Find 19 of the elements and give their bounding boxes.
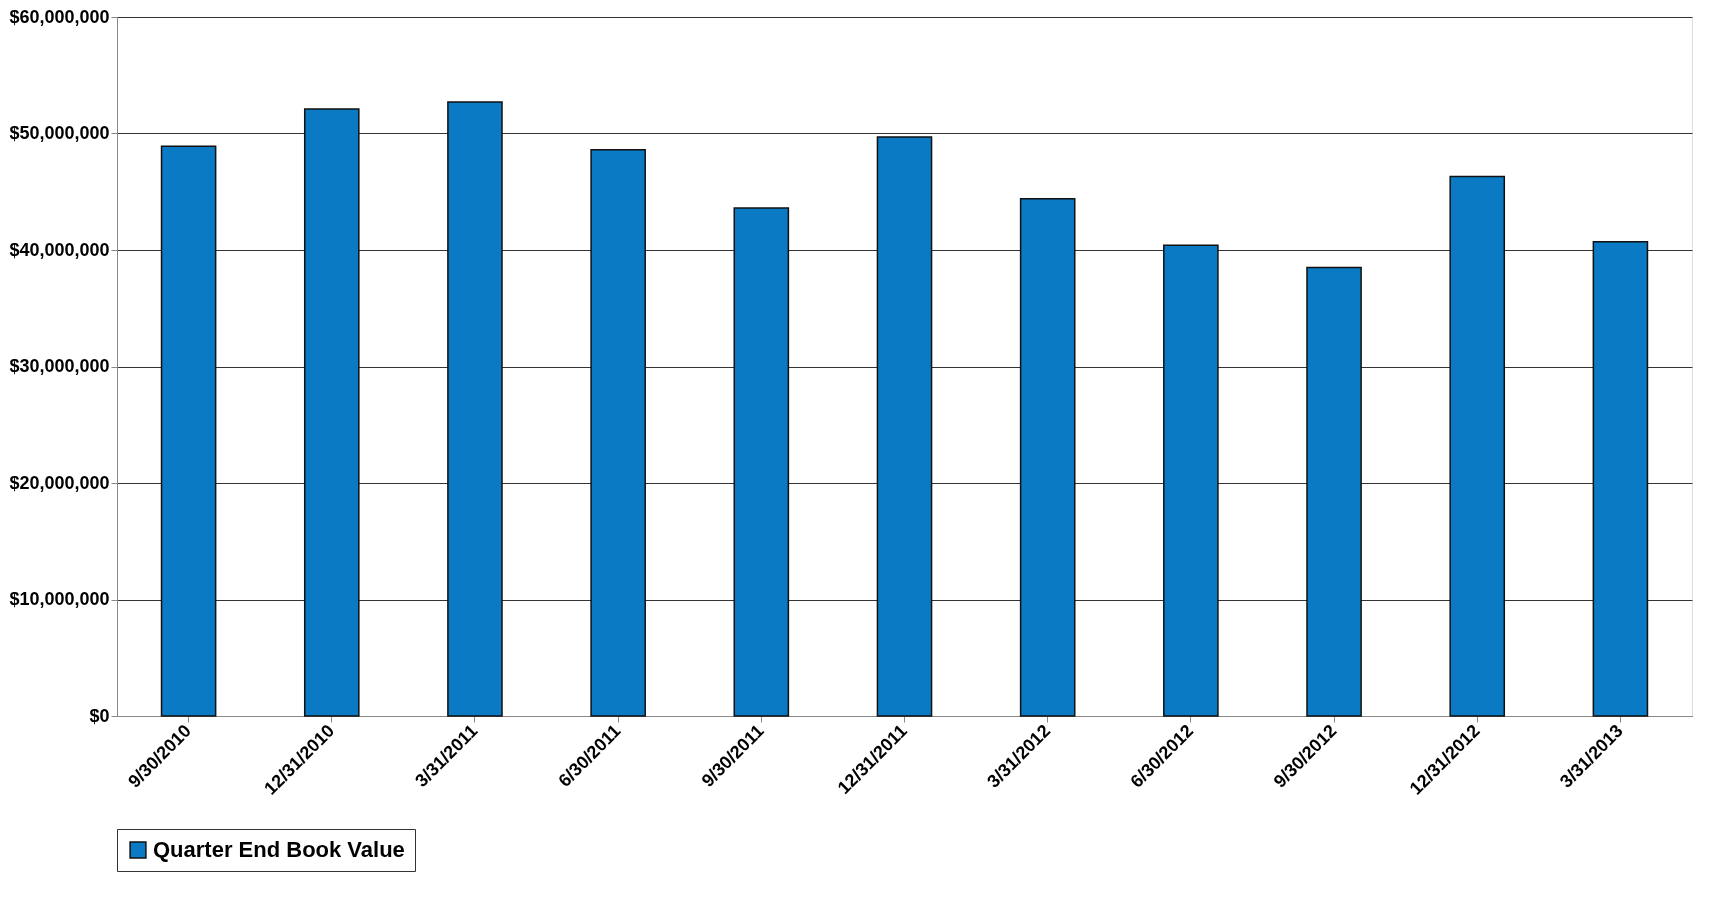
y-tick-label: $50,000,000 <box>9 123 110 143</box>
bar <box>1449 175 1506 717</box>
y-tick-label: $60,000,000 <box>9 6 110 27</box>
bar <box>876 136 933 717</box>
bar <box>590 149 646 717</box>
bar <box>160 145 217 717</box>
bar <box>1019 197 1076 717</box>
legend-label: Quarter End Book Value <box>153 837 405 862</box>
y-tick-label: $40,000,000 <box>9 239 110 260</box>
y-tick-label: $20,000,000 <box>9 472 110 493</box>
bar <box>733 207 790 717</box>
y-tick-label: $10,000,000 <box>9 589 110 609</box>
bar <box>447 101 503 717</box>
y-tick-label: $0 <box>89 705 110 726</box>
bar <box>1306 266 1362 717</box>
bar <box>1163 244 1219 717</box>
bar <box>303 108 360 717</box>
y-tick-label: $30,000,000 <box>9 356 110 376</box>
bar <box>1592 241 1649 717</box>
